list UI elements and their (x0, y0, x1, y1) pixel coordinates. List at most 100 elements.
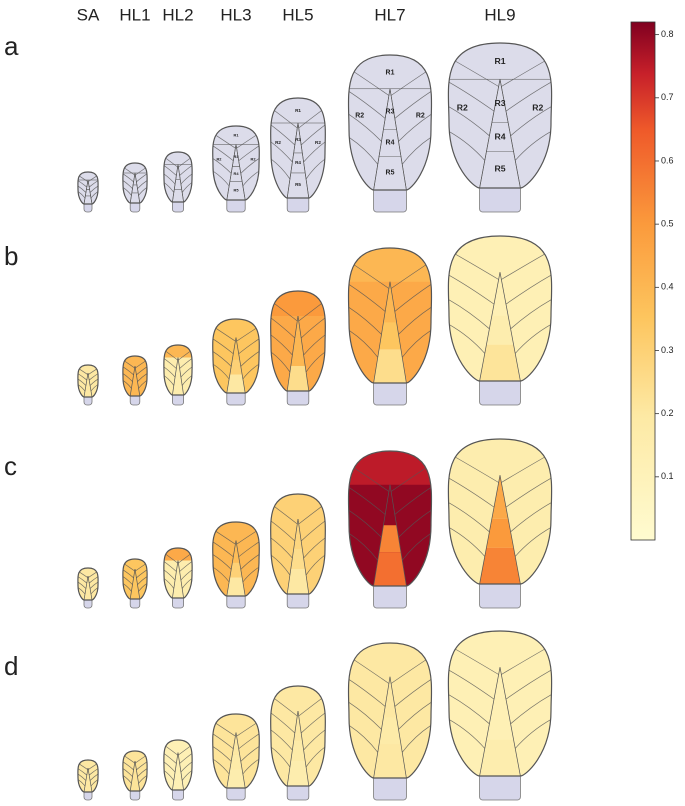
vein (238, 338, 260, 355)
region (232, 540, 240, 563)
region (486, 315, 514, 345)
leaf-regions (212, 319, 260, 393)
region (491, 667, 509, 711)
vein (394, 284, 432, 312)
leaf-outline (212, 125, 260, 201)
vein (180, 366, 193, 378)
region (486, 710, 514, 740)
leaf (270, 685, 326, 801)
vein (238, 733, 260, 750)
region-label: R3 (295, 137, 301, 142)
region-label: R1 (494, 56, 505, 66)
vein (89, 185, 99, 193)
colorbar-tick-label: 0.3 (661, 345, 674, 355)
vein (238, 145, 260, 162)
leaf-outline (163, 739, 193, 791)
vein (179, 753, 193, 764)
leaf (122, 162, 148, 213)
region (383, 676, 397, 718)
vein (448, 299, 490, 330)
vein (77, 773, 87, 781)
vein (89, 378, 99, 386)
vein (373, 88, 391, 190)
leaf-regions (348, 643, 432, 778)
vein (242, 170, 260, 187)
vein (270, 351, 291, 373)
region (130, 781, 140, 791)
leaf-outline (347, 450, 433, 587)
row-label: b (4, 241, 18, 271)
leaf-regions (122, 163, 148, 203)
vein (137, 768, 148, 777)
vein (240, 746, 260, 762)
vein (122, 180, 133, 189)
vein (87, 179, 93, 204)
vein (394, 487, 432, 515)
region-label: R4 (234, 171, 240, 176)
vein (77, 576, 88, 584)
region (133, 569, 137, 581)
leaf-regions (448, 439, 552, 584)
leaf-regions (270, 686, 326, 786)
region (130, 589, 140, 599)
leaf-outline (77, 364, 99, 398)
leaf-regions (348, 55, 432, 190)
vein (87, 767, 93, 792)
vein (226, 337, 237, 393)
vein (89, 581, 99, 589)
leaf (347, 450, 433, 609)
vein (270, 746, 291, 768)
vein (177, 560, 184, 598)
leaf-outline (212, 318, 260, 394)
leaf-outline (212, 713, 260, 789)
leaf-regions (122, 356, 148, 396)
vein (212, 746, 232, 762)
vein (88, 373, 99, 381)
region-label: R1 (386, 69, 395, 76)
leaf (212, 713, 260, 801)
vein (305, 746, 326, 768)
vein (179, 358, 193, 369)
vein (89, 773, 99, 781)
vein (270, 334, 293, 356)
vein (122, 576, 133, 585)
vein (163, 770, 175, 781)
region (131, 378, 139, 386)
region (172, 382, 184, 395)
region (174, 372, 182, 383)
vein (181, 578, 193, 589)
vein (505, 274, 552, 305)
vein (348, 679, 386, 707)
region-label: R5 (234, 187, 240, 192)
colorbar (630, 21, 656, 541)
vein (122, 768, 133, 777)
leaf-outline (163, 547, 193, 599)
vein (212, 170, 230, 187)
vein (448, 669, 495, 700)
leaf-outline (447, 235, 553, 382)
vein (238, 541, 260, 558)
region (86, 576, 90, 586)
petiole (373, 775, 407, 801)
vein (136, 761, 148, 771)
vein (235, 144, 246, 200)
vein (303, 141, 326, 163)
vein (505, 669, 552, 700)
region (77, 760, 99, 769)
region (270, 291, 326, 318)
vein (77, 378, 87, 386)
vein (389, 88, 407, 190)
region (86, 373, 90, 383)
region (286, 366, 310, 391)
region (175, 560, 181, 576)
region (479, 344, 521, 381)
vein (163, 366, 176, 378)
leaf-outline (122, 558, 148, 600)
leaf (347, 247, 433, 406)
vein (448, 477, 495, 508)
region (226, 374, 246, 393)
vein (163, 182, 175, 193)
leaf: R1 R2 R3 R4 R5 R2 (447, 42, 553, 213)
region (85, 585, 91, 592)
